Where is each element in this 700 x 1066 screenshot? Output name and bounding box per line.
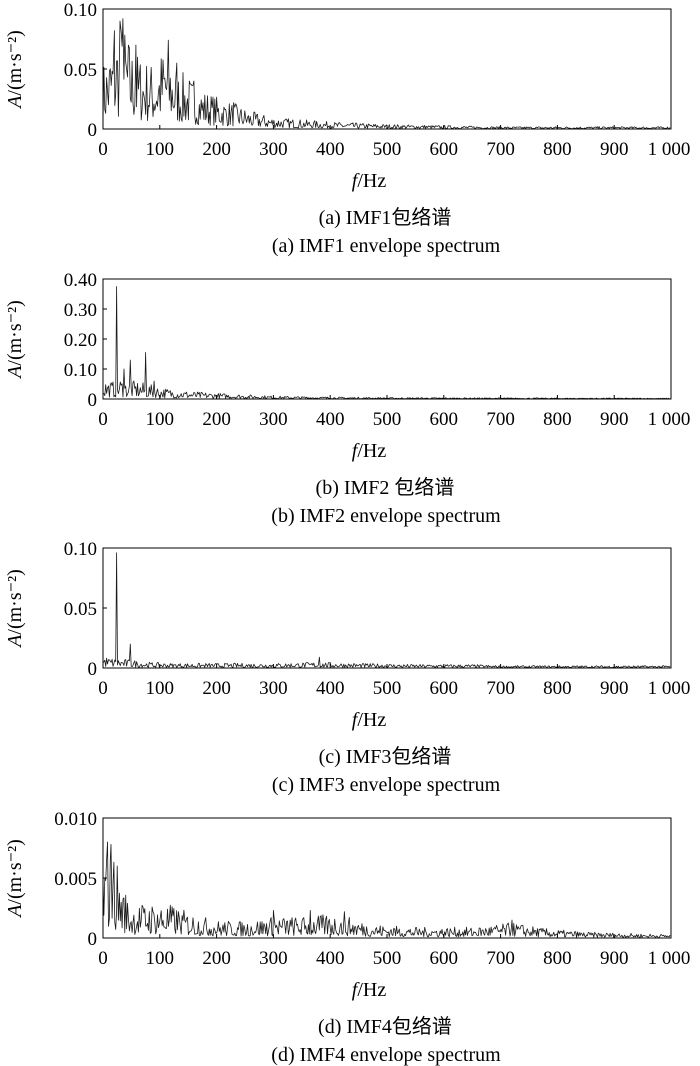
caption-en: (a) IMF1 envelope spectrum: [272, 235, 501, 257]
x-tick-label: 100: [146, 678, 175, 699]
x-tick-label: 1 000: [648, 139, 691, 160]
x-tick-label: 0: [98, 948, 108, 969]
caption-cn: (c) IMF3包络谱: [319, 745, 452, 768]
x-tick-label: 700: [486, 409, 515, 430]
y-axis-label: A/(m·s⁻²): [4, 300, 26, 380]
plot-frame: [102, 547, 672, 669]
x-tick-label: 300: [259, 948, 288, 969]
x-tick-label: 100: [146, 948, 175, 969]
x-tick-label: 400: [316, 409, 345, 430]
chart-panel-3: 0 100 200 300 400 500 600 700 800 900 1 000 0 0.05 0.…: [4, 539, 690, 796]
x-tick-label: 0: [98, 678, 108, 699]
spectrum-line-2: [102, 286, 671, 400]
x-tick-label: 0: [98, 139, 108, 160]
x-tick-label: 200: [202, 948, 231, 969]
y-tick-label: 0.010: [54, 809, 97, 830]
x-tick-label: 600: [430, 678, 459, 699]
x-tick-label: 500: [373, 948, 402, 969]
y-tick-label: 0: [88, 390, 98, 411]
x-tick-label: 400: [316, 678, 345, 699]
y-tick-label: 0.005: [54, 869, 97, 890]
x-tick-label: 0: [98, 409, 108, 430]
x-tick-label: 700: [486, 678, 515, 699]
x-tick-label: 900: [600, 678, 629, 699]
x-tick-label: 800: [543, 139, 572, 160]
x-tick-label: 400: [316, 948, 345, 969]
x-tick-label: 900: [600, 409, 629, 430]
y-tick-label: 0.10: [64, 360, 97, 381]
y-tick-label: 0.10: [64, 539, 97, 560]
x-tick-label: 200: [202, 678, 231, 699]
y-axis-label: A/(m·s⁻²): [4, 30, 26, 110]
x-tick-label: 500: [373, 409, 402, 430]
x-tick-label: 900: [600, 948, 629, 969]
caption-en: (b) IMF2 envelope spectrum: [271, 505, 501, 527]
chart-panel-2: 0 100 200 300 400 500 600 700 800 900 1 000 0 0.10 0.…: [4, 270, 690, 527]
x-axis-label: f/Hz: [352, 979, 387, 1001]
x-tick-label: 700: [486, 139, 515, 160]
plot-frame: [102, 817, 672, 939]
y-tick-label: 0: [88, 659, 98, 680]
caption-cn: (a) IMF1包络谱: [319, 206, 452, 229]
x-tick-label: 1 000: [648, 948, 691, 969]
x-tick-label: 300: [259, 139, 288, 160]
x-tick-label: 300: [259, 409, 288, 430]
x-tick-label: 800: [543, 948, 572, 969]
y-axis-label: A/(m·s⁻²): [4, 569, 26, 649]
x-tick-label: 800: [543, 409, 572, 430]
y-tick-label: 0.30: [64, 300, 97, 321]
caption-en: (c) IMF3 envelope spectrum: [272, 774, 501, 796]
chart-panel-1: 0 100 200 300 400 500 600 700 800 900 1 000 0 0.05 0.…: [4, 0, 690, 257]
x-tick-label: 400: [316, 139, 345, 160]
y-tick-label: 0.10: [64, 0, 97, 21]
y-tick-label: 0.05: [64, 599, 97, 620]
y-tick-label: 0: [88, 120, 98, 141]
plot-frame: [102, 278, 672, 400]
spectrum-line-1: [102, 18, 671, 130]
x-tick-label: 800: [543, 678, 572, 699]
x-tick-label: 600: [430, 139, 459, 160]
y-tick-label: 0.40: [64, 270, 97, 291]
y-tick-label: 0.20: [64, 330, 97, 351]
caption-cn: (b) IMF2 包络谱: [316, 476, 455, 499]
spectrum-line-3: [102, 552, 671, 669]
x-tick-label: 300: [259, 678, 288, 699]
x-tick-label: 1 000: [648, 409, 691, 430]
x-tick-label: 500: [373, 678, 402, 699]
chart-panel-4: 0 100 200 300 400 500 600 700 800 900 1 000 0 0.005 0…: [4, 809, 690, 1066]
x-tick-label: 100: [146, 409, 175, 430]
y-tick-label: 0: [88, 929, 98, 950]
x-tick-label: 700: [486, 948, 515, 969]
spectrum-line-4: [102, 841, 671, 938]
x-tick-label: 200: [202, 409, 231, 430]
x-tick-label: 500: [373, 139, 402, 160]
x-tick-label: 600: [430, 409, 459, 430]
caption-cn: (d) IMF4包络谱: [318, 1015, 452, 1038]
x-axis-label: f/Hz: [352, 440, 387, 462]
y-tick-label: 0.05: [64, 60, 97, 81]
x-axis-label: f/Hz: [352, 709, 387, 731]
x-tick-label: 600: [430, 948, 459, 969]
x-tick-label: 200: [202, 139, 231, 160]
x-tick-label: 1 000: [648, 678, 691, 699]
caption-en: (d) IMF4 envelope spectrum: [271, 1044, 501, 1066]
x-tick-label: 900: [600, 139, 629, 160]
x-tick-label: 100: [146, 139, 175, 160]
x-axis-label: f/Hz: [352, 170, 387, 192]
y-axis-label: A/(m·s⁻²): [4, 839, 26, 919]
